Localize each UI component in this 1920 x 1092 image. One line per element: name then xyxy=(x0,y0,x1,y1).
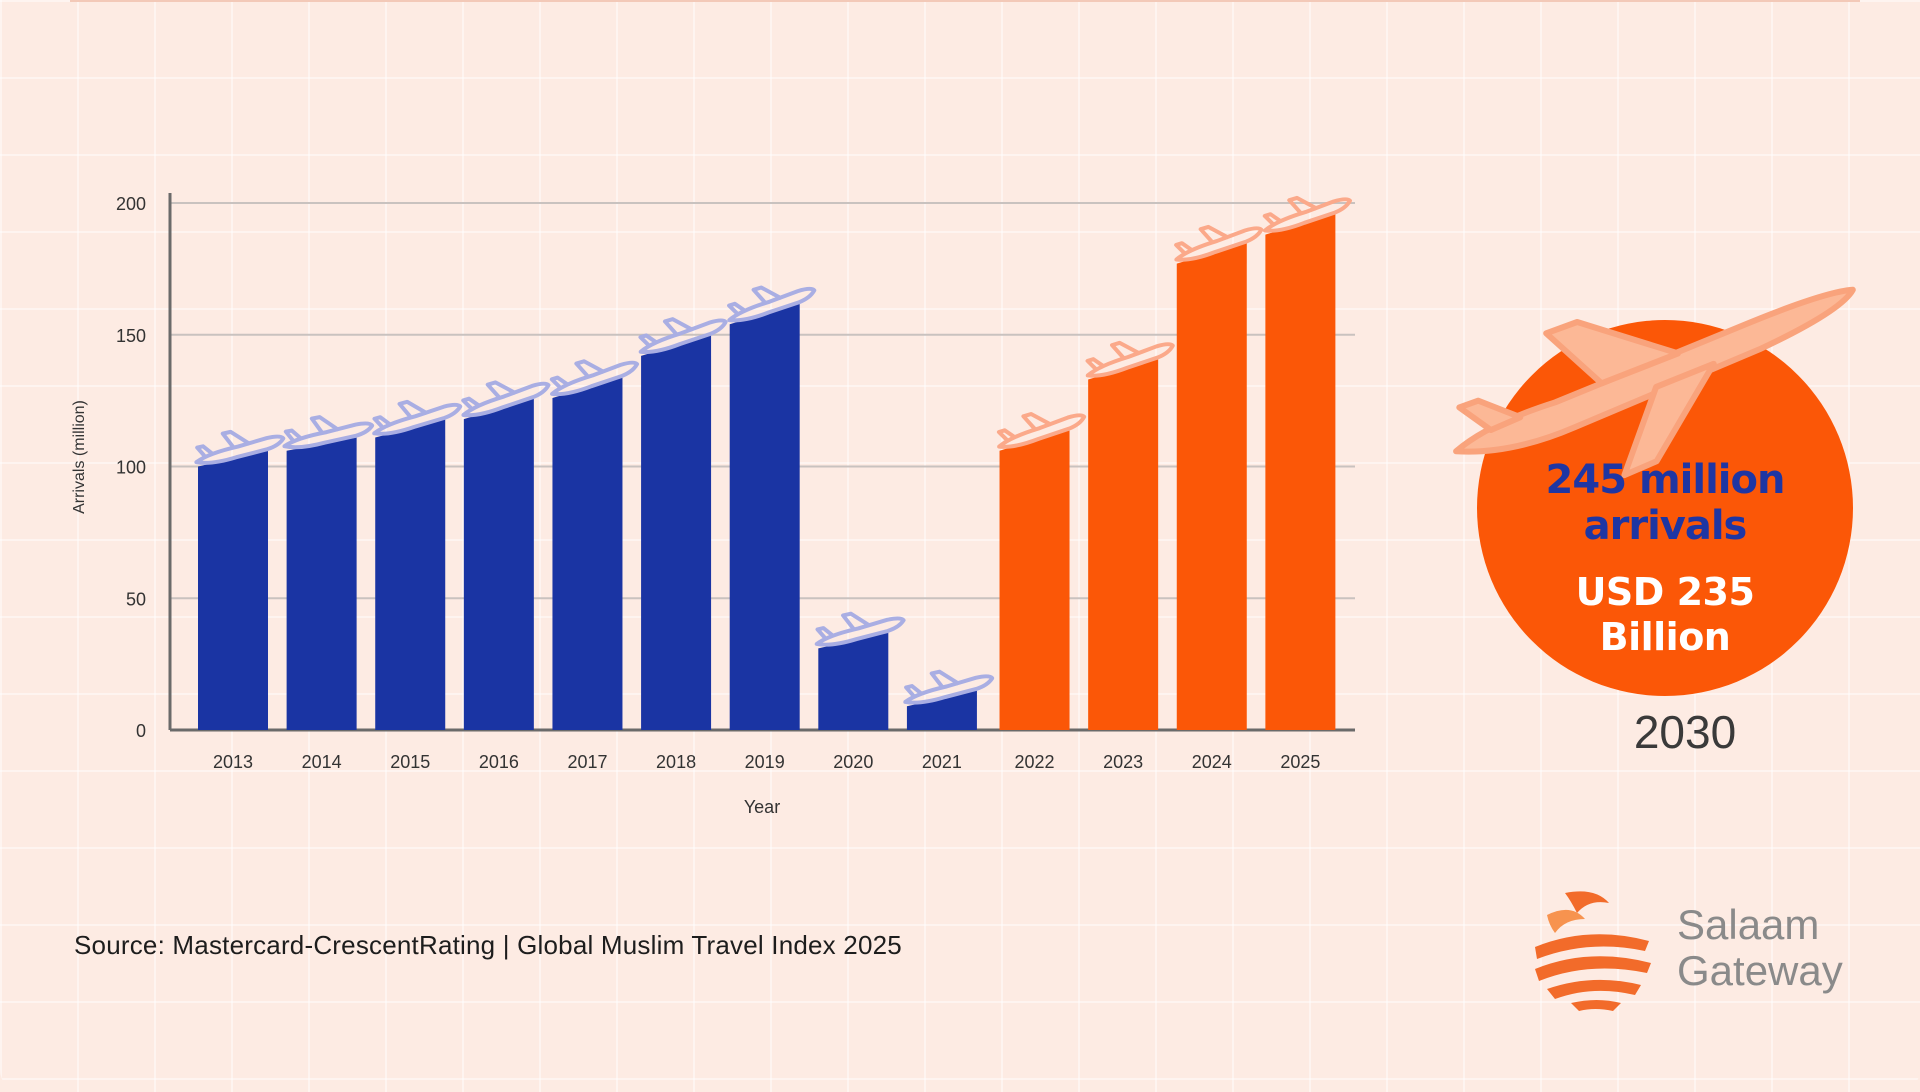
brand-name-line1: Salaam xyxy=(1677,901,1820,948)
plane-icon-2016 xyxy=(461,380,551,418)
y-tick-label: 200 xyxy=(116,194,146,214)
bar-2017 xyxy=(552,376,623,730)
x-tick-label: 2023 xyxy=(1103,752,1143,772)
top-divider xyxy=(70,0,1860,2)
x-tick-label: 2016 xyxy=(479,752,519,772)
y-axis-title: Arrivals (million) xyxy=(71,400,88,514)
x-tick-label: 2014 xyxy=(302,752,342,772)
plane-icon-2025 xyxy=(1262,195,1353,233)
plane-icon-2015 xyxy=(372,399,463,436)
x-tick-label: 2020 xyxy=(833,752,873,772)
y-tick-label: 100 xyxy=(116,458,146,478)
bar-2020 xyxy=(818,632,889,730)
bar-2018 xyxy=(641,334,712,730)
x-tick-label: 2022 xyxy=(1015,752,1055,772)
plane-icon-2018 xyxy=(638,317,728,354)
chart-labels: 0 50 100 150 200 2013 2014 2015 2016 2017 2018 2019… xyxy=(71,194,1320,817)
source-note: Source: Mastercard-CrescentRating | Glob… xyxy=(74,930,902,960)
x-tick-label: 2025 xyxy=(1280,752,1320,772)
x-tick-label: 2019 xyxy=(745,752,785,772)
plane-icon-2024 xyxy=(1174,224,1264,262)
bar-2024 xyxy=(1176,242,1247,730)
projected-arrivals-unit: arrivals xyxy=(1583,503,1748,549)
bar-2025 xyxy=(1265,213,1336,731)
projected-spend: USD 235 xyxy=(1575,570,1755,614)
plane-icon-2019 xyxy=(727,285,817,323)
bar-2014 xyxy=(286,437,357,730)
arrivals-bar-chart: 0 50 100 150 200 2013 2014 2015 2016 2017 2018 2019… xyxy=(71,193,1355,817)
y-tick-label: 50 xyxy=(126,589,146,609)
chart-plane-icons xyxy=(194,195,1353,705)
x-tick-label: 2017 xyxy=(567,752,607,772)
brand-name-line2: Gateway xyxy=(1677,947,1843,994)
plane-icon-2021 xyxy=(903,669,995,705)
bar-2022 xyxy=(999,429,1070,730)
plane-icon-2013 xyxy=(194,429,286,465)
x-tick-label: 2018 xyxy=(656,752,696,772)
bar-2021 xyxy=(906,690,977,730)
plane-icon-2022 xyxy=(996,411,1087,449)
brand-logo: Salaam Gateway xyxy=(1525,885,1865,1015)
salaam-gateway-logo-icon xyxy=(1535,891,1651,1011)
plane-icon-2020 xyxy=(814,611,906,647)
plane-icon-2014 xyxy=(282,415,375,450)
projected-spend-unit: Billion xyxy=(1599,615,1731,659)
projected-arrivals: 245 million xyxy=(1545,457,1786,503)
y-tick-label: 150 xyxy=(116,326,146,346)
x-tick-label: 2015 xyxy=(390,752,430,772)
bar-2013 xyxy=(198,450,268,730)
projection-year: 2030 xyxy=(1633,706,1737,758)
bar-2023 xyxy=(1088,358,1159,730)
airplane-icon xyxy=(1453,286,1856,479)
plane-icon-2017 xyxy=(549,359,640,397)
bar-2019 xyxy=(729,303,800,730)
x-tick-label: 2021 xyxy=(922,752,962,772)
y-tick-label: 0 xyxy=(136,721,146,741)
bar-2016 xyxy=(463,397,534,730)
x-axis-title: Year xyxy=(744,797,780,817)
plane-icon-2023 xyxy=(1085,340,1175,378)
bar-2015 xyxy=(375,419,446,730)
projection-badge: 245 million arrivals USD 235 Billion xyxy=(1420,260,1880,780)
x-tick-label: 2024 xyxy=(1192,752,1232,772)
chart-bars xyxy=(198,213,1336,731)
x-tick-label: 2013 xyxy=(213,752,253,772)
